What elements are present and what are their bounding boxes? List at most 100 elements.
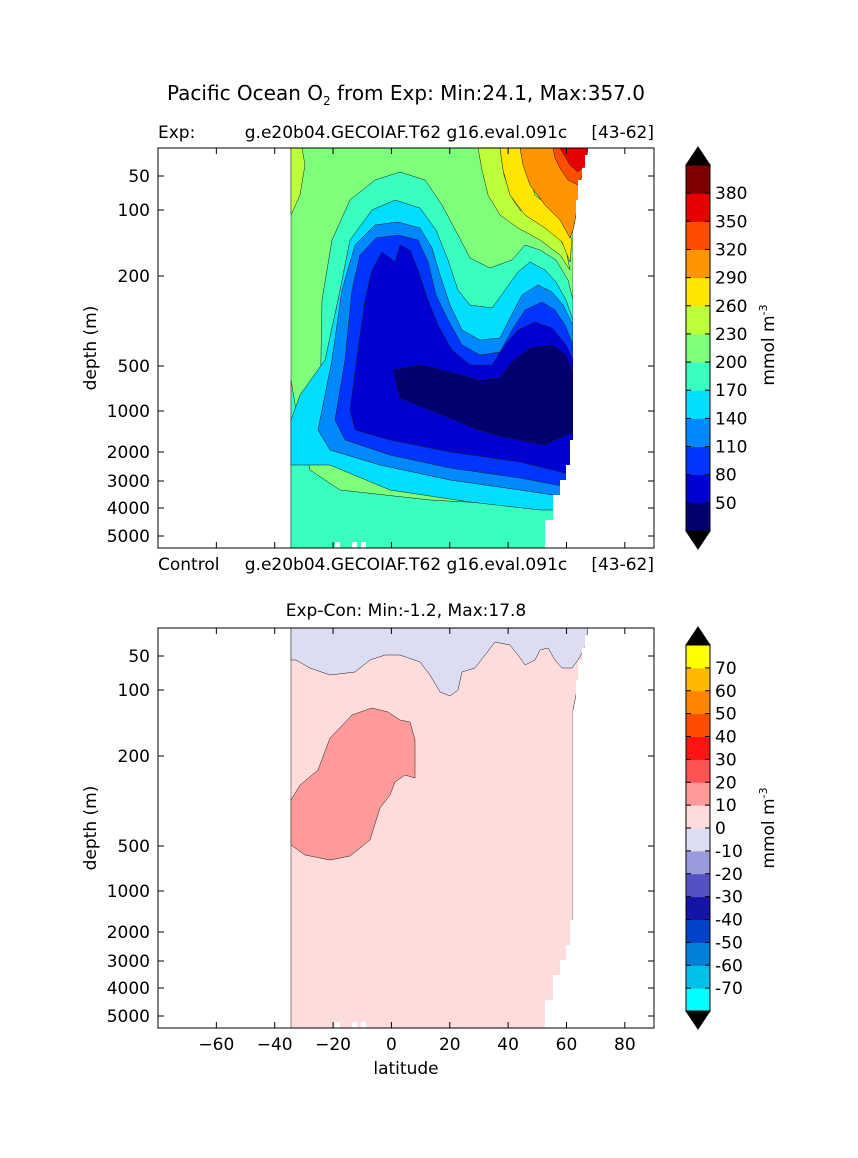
exp-level-fill xyxy=(559,148,589,173)
y-tick-label: 4000 xyxy=(107,979,150,999)
colorbar-swatch xyxy=(686,942,710,966)
diff-contour-field xyxy=(290,628,589,1028)
colorbar-tick-label: 50 xyxy=(715,705,737,725)
exp-title-center: g.e20b04.GECOIAF.T62 g16.eval.091c xyxy=(245,123,567,143)
diff-level-fill xyxy=(290,707,416,861)
colorbar-tick-label: 350 xyxy=(715,212,747,232)
colorbar-swatch xyxy=(686,645,710,669)
colorbar-swatch xyxy=(686,782,710,806)
colorbar-swatch xyxy=(686,446,710,476)
x-tick-label: −20 xyxy=(315,1035,351,1055)
x-tick-label: 80 xyxy=(614,1035,636,1055)
y-tick-label: 2000 xyxy=(107,923,150,943)
colorbar-swatch xyxy=(686,418,710,448)
exp-contour-field xyxy=(290,148,589,548)
colorbar-extend-max xyxy=(685,626,711,646)
diff-colorbar-label: mmol m-3 xyxy=(757,787,779,868)
colorbar-swatch xyxy=(686,690,710,715)
colorbar-tick-label: -60 xyxy=(715,956,743,976)
exp-colorbar: 50 80 110 140 170 200 230 260 290 320 350 380 mmol … xyxy=(685,146,779,550)
colorbar-swatch xyxy=(686,390,710,419)
y-tick-label: 200 xyxy=(118,747,150,767)
colorbar-tick-label: -40 xyxy=(715,911,743,931)
colorbar-swatch xyxy=(686,249,710,279)
y-tick-label: 100 xyxy=(118,681,150,701)
diff-title: Exp-Con: Min:-1.2, Max:17.8 xyxy=(286,601,527,621)
colorbar-tick-label: 10 xyxy=(715,796,737,816)
colorbar-frame xyxy=(685,164,711,532)
colorbar-tick-label: 70 xyxy=(715,659,737,679)
colorbar-tick-label: 20 xyxy=(715,773,737,793)
colorbar-tick-label: 260 xyxy=(715,297,747,317)
y-tick-label: 500 xyxy=(118,837,150,857)
diff-subtitle-left: Control xyxy=(158,555,219,575)
diff-level-fill xyxy=(290,628,589,697)
colorbar-swatch xyxy=(686,759,710,783)
colorbar-tick-label: -50 xyxy=(715,933,743,953)
exp-seafloor-gap xyxy=(335,542,340,548)
colorbar-tick-label: 0 xyxy=(715,819,726,839)
y-tick-label: 100 xyxy=(118,201,150,221)
y-tick-label: 5000 xyxy=(107,527,150,547)
colorbar-swatch xyxy=(686,305,710,335)
colorbar-tick-label: 200 xyxy=(715,353,747,373)
exp-title-right: [43-62] xyxy=(591,123,654,143)
figure-title: Pacific Ocean O2 from Exp: Min:24.1, Max… xyxy=(167,81,645,108)
colorbar-tick-label: 290 xyxy=(715,269,747,289)
x-tick-label: −40 xyxy=(257,1035,293,1055)
colorbar-swatch xyxy=(686,873,710,898)
colorbar-tick-label: 30 xyxy=(715,750,737,770)
diff-panel: Control g.e20b04.GECOIAF.T62 g16.eval.09… xyxy=(81,555,655,1079)
colorbar-tick-label: 40 xyxy=(715,728,737,748)
colorbar-swatch xyxy=(686,919,710,943)
diff-seafloor-gap xyxy=(361,1022,366,1028)
y-tick-label: 200 xyxy=(118,267,150,287)
colorbar-swatch xyxy=(686,713,710,737)
colorbar-extend-min xyxy=(685,530,711,550)
exp-seafloor-gap xyxy=(352,542,357,548)
colorbar-swatch xyxy=(686,988,710,1012)
colorbar-tick-label: 230 xyxy=(715,325,747,345)
colorbar-tick-label: 60 xyxy=(715,682,737,702)
colorbar-swatch xyxy=(686,850,710,875)
colorbar-tick-label: 170 xyxy=(715,381,747,401)
colorbar-swatch xyxy=(686,333,710,363)
exp-axes-frame xyxy=(157,147,655,549)
colorbar-tick-label: -20 xyxy=(715,865,743,885)
x-tick-label: 60 xyxy=(556,1035,578,1055)
colorbar-swatch xyxy=(686,667,710,692)
diff-ocean-edge-mask xyxy=(545,628,654,1028)
diff-seafloor-gap xyxy=(335,1022,340,1028)
exp-level-fill xyxy=(290,148,306,216)
colorbar-tick-label: 110 xyxy=(715,438,747,458)
diff-axes-frame xyxy=(157,627,655,1029)
exp-panel: Exp: g.e20b04.GECOIAF.T62 g16.eval.091c … xyxy=(81,123,655,549)
colorbar-swatch xyxy=(686,474,710,504)
y-tick-label: 4000 xyxy=(107,499,150,519)
diff-xlabel: latitude xyxy=(373,1059,438,1079)
colorbar-extend-min xyxy=(685,1010,711,1030)
x-tick-label: 20 xyxy=(439,1035,461,1055)
colorbar-swatch xyxy=(686,362,710,391)
y-tick-label: 50 xyxy=(128,167,150,187)
colorbar-swatch xyxy=(686,965,710,989)
exp-ocean-edge-mask xyxy=(545,148,654,548)
colorbar-swatch xyxy=(686,221,710,250)
colorbar-swatch xyxy=(686,896,710,920)
y-tick-label: 3000 xyxy=(107,472,150,492)
colorbar-tick-label: -30 xyxy=(715,888,743,908)
x-tick-label: −60 xyxy=(198,1035,234,1055)
y-tick-label: 2000 xyxy=(107,443,150,463)
colorbar-tick-label: 320 xyxy=(715,240,747,260)
colorbar-swatch xyxy=(686,165,710,194)
y-tick-label: 50 xyxy=(128,647,150,667)
colorbar-extend-max xyxy=(685,146,711,166)
colorbar-swatch xyxy=(686,193,710,222)
colorbar-tick-label: -70 xyxy=(715,979,743,999)
exp-ylabel: depth (m) xyxy=(81,306,101,391)
y-tick-label: 5000 xyxy=(107,1007,150,1027)
exp-y-ticks: 50 100 200 500 1000 2000 3000 4000 5000 xyxy=(107,148,654,548)
